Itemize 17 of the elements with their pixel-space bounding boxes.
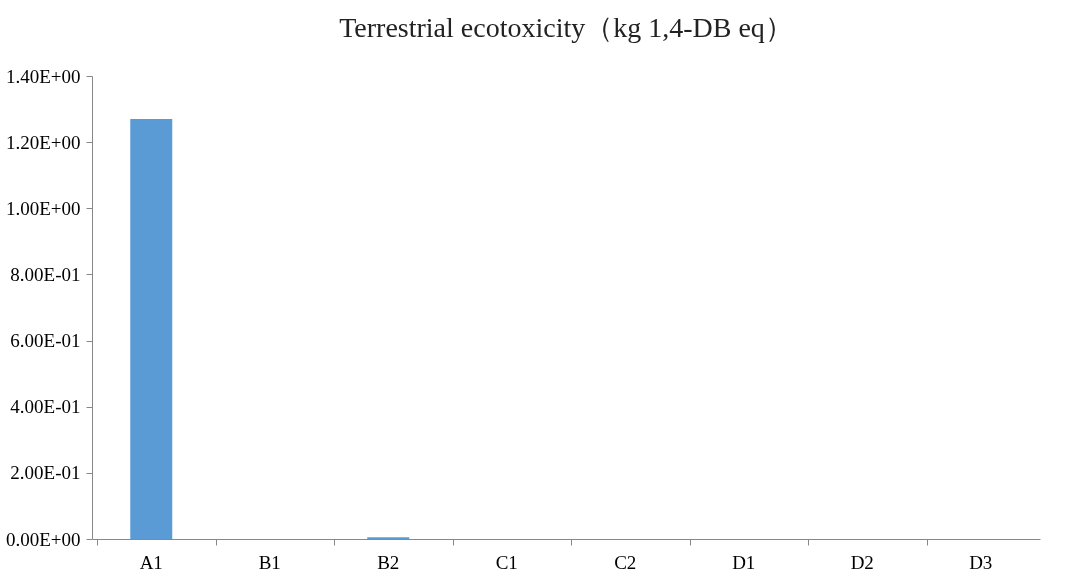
x-tick-label: C1 [495,551,518,573]
x-tick-label: B2 [377,551,400,573]
x-tick-label: D2 [850,551,874,573]
y-tick-label: 4.00E-01 [10,396,81,418]
y-tick-label: 6.00E-01 [10,330,81,352]
x-tick-label: C2 [614,551,637,573]
y-tick-label: 1.00E+00 [5,197,81,219]
x-tick-label: D3 [969,551,993,573]
y-tick-label: 0.00E+00 [5,528,81,550]
x-tick-label: B1 [258,551,281,573]
x-tick-label: D1 [732,551,756,573]
y-tick-label: 2.00E-01 [10,462,81,484]
y-tick-label: 1.20E+00 [5,131,81,153]
y-tick-label: 8.00E-01 [10,263,81,285]
chart-title: Terrestrial ecotoxicity（kg 1,4-DB eq） [339,12,793,43]
x-tick-label: A1 [139,551,163,573]
y-tick-label: 1.40E+00 [5,65,81,87]
